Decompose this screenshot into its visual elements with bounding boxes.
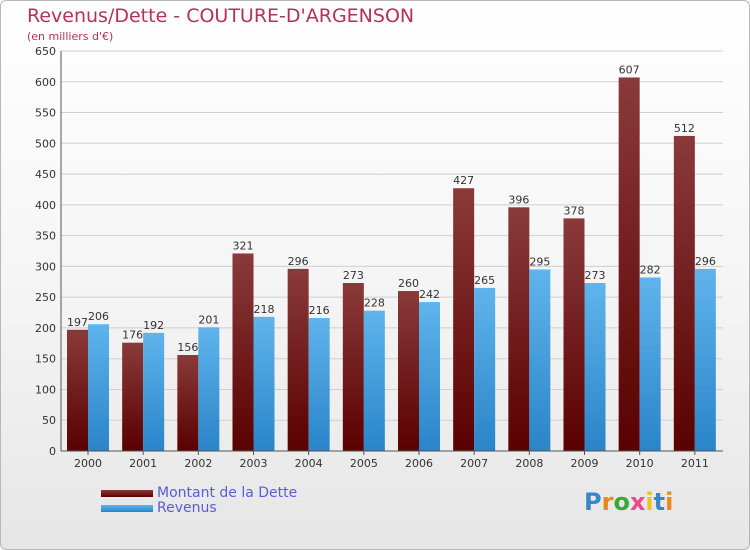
bar-revenus: [639, 277, 661, 451]
data-label-revenus: 242: [419, 288, 440, 301]
logo-letter: o: [613, 488, 630, 516]
proxiti-logo: Proxiti: [584, 488, 673, 516]
data-label-revenus: 192: [143, 319, 164, 332]
bar-revenus: [308, 318, 330, 451]
x-tick-label: 2008: [515, 457, 543, 470]
data-label-revenus: 216: [309, 304, 330, 317]
y-tick-label: 200: [35, 322, 56, 335]
y-tick-label: 250: [35, 291, 56, 304]
bar-revenus: [694, 268, 716, 451]
grid-lines: [61, 50, 723, 421]
y-axis-tick-labels: 0 50 100 150 200 250 300 350 400 450 500 550 600 650: [35, 45, 56, 458]
y-tick-label: 400: [35, 199, 56, 212]
y-tick-label: 600: [35, 76, 56, 89]
x-tick-label: 2011: [681, 457, 709, 470]
data-label-revenus: 273: [585, 269, 606, 282]
data-label-dette: 607: [619, 63, 640, 76]
x-tick-label: 2006: [405, 457, 433, 470]
bars: [67, 77, 716, 451]
logo-letter: i: [665, 488, 674, 516]
data-label-revenus: 228: [364, 297, 385, 310]
bar-dette: [508, 207, 530, 451]
bar-dette: [673, 135, 695, 451]
x-tick-label: 2007: [460, 457, 488, 470]
bar-revenus: [584, 283, 606, 451]
data-label-dette: 176: [122, 329, 143, 342]
bar-revenus: [419, 302, 440, 451]
x-tick-label: 2002: [184, 457, 212, 470]
chart-subtitle: (en milliers d'€): [27, 30, 114, 43]
bar-dette: [398, 291, 419, 451]
logo-letter: x: [629, 488, 646, 516]
x-tick-label: 2009: [571, 457, 599, 470]
data-label-revenus: 265: [474, 274, 495, 287]
bar-revenus: [143, 332, 165, 451]
data-label-dette: 296: [288, 255, 309, 268]
data-label-dette: 512: [674, 122, 695, 135]
bar-revenus: [253, 316, 275, 451]
bar-dette: [287, 268, 309, 451]
x-tick-label: 2003: [240, 457, 268, 470]
legend-swatch-dette: [101, 490, 153, 497]
y-tick-label: 100: [35, 383, 56, 396]
y-tick-label: 50: [42, 414, 56, 427]
bar-dette: [453, 188, 475, 451]
bar-revenus: [198, 327, 220, 451]
legend-label-dette: Montant de la Dette: [157, 485, 298, 501]
x-tick-label: 2004: [295, 457, 323, 470]
x-axis-tick-labels: 2000 2001 2002 2003 2004 2005 2006 2007 2008 2009…: [74, 451, 709, 470]
bar-dette: [67, 329, 88, 451]
y-tick-label: 500: [35, 137, 56, 150]
y-tick-label: 550: [35, 107, 56, 120]
bar-dette: [177, 355, 199, 451]
bar-revenus: [88, 324, 109, 451]
bar-dette: [563, 218, 585, 451]
bar-revenus: [529, 269, 551, 451]
data-label-dette: 273: [343, 269, 364, 282]
data-labels: 197 2061761921562013212182962162732282602…: [67, 63, 716, 354]
legend-label-revenus: Revenus: [157, 500, 217, 516]
data-label-dette: 197: [67, 316, 88, 329]
logo-letter: i: [645, 488, 654, 516]
bar-dette: [342, 283, 364, 451]
data-label-dette: 396: [508, 193, 529, 206]
x-tick-label: 2010: [626, 457, 654, 470]
data-label-revenus: 295: [529, 255, 550, 268]
bar-dette: [232, 253, 254, 451]
y-tick-label: 450: [35, 168, 56, 181]
x-tick-label: 2000: [74, 457, 102, 470]
data-label-revenus: 206: [88, 310, 109, 323]
logo-letter: r: [601, 488, 614, 516]
y-tick-label: 300: [35, 260, 56, 273]
x-tick-label: 2005: [350, 457, 378, 470]
bar-dette: [618, 77, 640, 451]
y-tick-label: 0: [49, 445, 56, 458]
y-tick-label: 150: [35, 353, 56, 366]
data-label-revenus: 282: [640, 263, 661, 276]
x-tick-label: 2001: [129, 457, 157, 470]
y-tick-label: 650: [35, 45, 56, 58]
logo-letter: P: [584, 488, 602, 516]
data-label-revenus: 296: [695, 255, 716, 268]
data-label-dette: 427: [453, 174, 474, 187]
data-label-dette: 321: [233, 239, 254, 252]
chart-title: Revenus/Dette - COUTURE-D'ARGENSON: [27, 5, 415, 27]
data-label-dette: 378: [564, 204, 585, 217]
data-label-revenus: 218: [254, 303, 275, 316]
y-tick-label: 350: [35, 230, 56, 243]
bar-revenus: [474, 287, 496, 451]
legend-swatch-revenus: [101, 505, 153, 512]
bar-revenus: [363, 310, 385, 451]
data-label-revenus: 201: [198, 313, 219, 326]
bar-dette: [122, 342, 144, 451]
logo-letter: t: [653, 488, 666, 516]
data-label-dette: 260: [398, 277, 419, 290]
axes: [60, 51, 723, 452]
data-label-dette: 156: [177, 341, 198, 354]
